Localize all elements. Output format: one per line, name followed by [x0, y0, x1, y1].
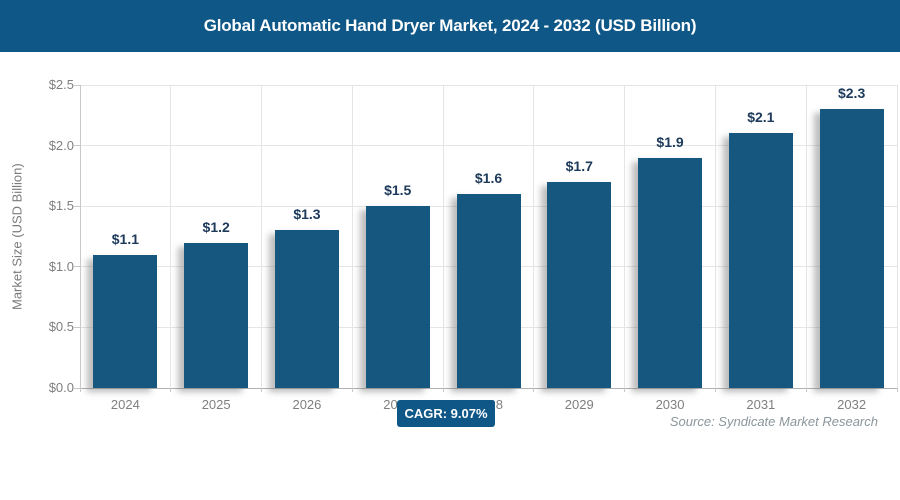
v-gridline — [442, 85, 444, 388]
y-tick-mark — [74, 326, 80, 328]
y-tick-mark — [74, 84, 80, 86]
y-tick-mark — [74, 205, 80, 207]
v-gridline — [896, 85, 898, 388]
bar-value-label: $1.5 — [384, 182, 412, 199]
x-tick-label: 2031 — [746, 397, 776, 412]
x-tick-label: 2029 — [564, 397, 594, 412]
v-gridline — [805, 85, 807, 388]
x-axis-line — [80, 387, 897, 389]
title-bar: Global Automatic Hand Dryer Market, 2024… — [0, 0, 900, 52]
bar-value-label: $1.7 — [565, 157, 593, 174]
y-axis-title: Market Size (USD Billion) — [9, 163, 25, 310]
bar — [456, 194, 521, 388]
v-gridline — [170, 85, 172, 388]
x-tick-mark — [170, 388, 172, 392]
x-tick-mark — [805, 388, 807, 392]
y-axis-line — [79, 85, 81, 388]
bar — [184, 242, 249, 388]
x-tick-label: 2025 — [201, 397, 231, 412]
bar — [728, 133, 793, 388]
bar-value-label: $1.3 — [293, 206, 321, 223]
v-gridline — [261, 85, 263, 388]
h-gridline — [80, 145, 897, 147]
v-gridline — [714, 85, 716, 388]
source-note: Source: Syndicate Market Research — [669, 414, 878, 429]
y-tick-mark — [74, 145, 80, 147]
x-tick-mark — [896, 388, 898, 392]
x-tick-label: 2026 — [292, 397, 322, 412]
y-tick-label: $1.0 — [48, 258, 74, 274]
cagr-badge: CAGR: 9.07% — [397, 400, 495, 427]
y-tick-label: $0.5 — [48, 319, 74, 335]
y-tick-mark — [74, 266, 80, 268]
bar — [819, 109, 884, 388]
bar — [274, 230, 339, 388]
x-tick-label: 2032 — [837, 397, 867, 412]
y-tick-label: $1.5 — [48, 198, 74, 214]
x-tick-mark — [79, 388, 81, 392]
bar-chart: Market Size (USD Billion) $0.0 $0.5 $1.0 $1… — [0, 52, 900, 500]
y-tick-label: $2.5 — [48, 77, 74, 92]
x-tick-mark — [533, 388, 535, 392]
bar-value-label: $1.2 — [202, 218, 230, 235]
bar-value-label: $2.1 — [747, 109, 775, 126]
y-tick-label: $2.0 — [48, 137, 74, 153]
x-tick-mark — [714, 388, 716, 392]
x-tick-mark — [442, 388, 444, 392]
x-tick-label: 2024 — [110, 397, 140, 412]
chart-title: Global Automatic Hand Dryer Market, 2024… — [203, 16, 697, 35]
bar-value-label: $1.6 — [474, 170, 503, 187]
bar — [547, 181, 612, 388]
h-gridline — [80, 84, 897, 86]
bar — [638, 157, 703, 388]
x-tick-mark — [351, 388, 353, 392]
bar-value-label: $1.9 — [656, 133, 684, 150]
bar — [365, 206, 430, 388]
bar-value-label: $2.3 — [837, 85, 866, 102]
v-gridline — [533, 85, 535, 388]
x-tick-mark — [624, 388, 626, 392]
bar — [93, 254, 158, 388]
v-gridline — [624, 85, 626, 388]
y-tick-label: $0.0 — [48, 380, 74, 395]
x-tick-label: 2030 — [655, 397, 685, 412]
bar-value-label: $1.1 — [111, 230, 139, 247]
x-tick-mark — [261, 388, 263, 392]
y-tick-mark — [74, 387, 80, 389]
v-gridline — [351, 85, 353, 388]
cagr-badge-label: CAGR: 9.07% — [404, 406, 488, 421]
